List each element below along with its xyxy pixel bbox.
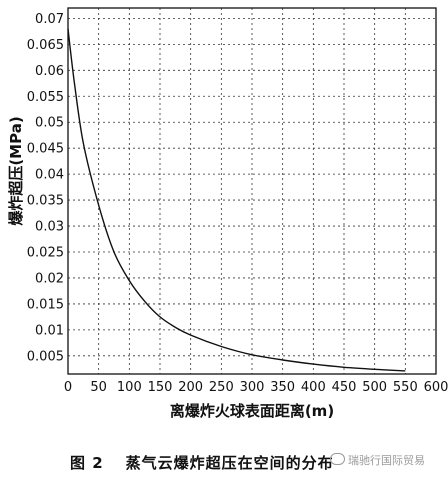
y-tick-label: 0.045	[27, 142, 64, 157]
x-tick-label: 0	[64, 380, 72, 395]
watermark-text: 瑞驰行国际贸易	[348, 454, 425, 467]
figure-number: 图 2	[70, 454, 104, 472]
watermark: 瑞驰行国际贸易	[330, 452, 425, 468]
y-tick-label: 0.005	[27, 349, 64, 364]
x-tick-label: 100	[117, 380, 142, 395]
x-tick-labels: 0 50 100 150 200 250 300 350 400 450 500 550 600	[64, 380, 448, 395]
x-axis-label: 离爆炸火球表面距离(m)	[170, 402, 334, 420]
x-tick-label: 50	[90, 380, 107, 395]
plot-frame	[67, 7, 437, 375]
y-tick-labels: 0.005 0.01 0.015 0.02 0.025 0.03 0.035 0.04 0.04…	[27, 12, 64, 364]
y-tick-label: 0.035	[27, 194, 64, 209]
figure-caption: 图 2 蒸气云爆炸超压在空间的分布	[70, 452, 334, 473]
x-tick-label: 300	[240, 380, 265, 395]
y-tick-label: 0.05	[35, 116, 64, 131]
y-tick-label: 0.025	[27, 246, 64, 261]
x-tick-label: 250	[209, 380, 234, 395]
grid	[68, 8, 436, 374]
y-tick-label: 0.065	[27, 38, 64, 53]
x-tick-label: 550	[393, 380, 418, 395]
x-tick-label: 600	[424, 380, 448, 395]
y-tick-label: 0.055	[27, 90, 64, 105]
chat-bubble-icon	[330, 453, 345, 465]
x-tick-label: 350	[270, 380, 295, 395]
figure-caption-text: 蒸气云爆炸超压在空间的分布	[125, 454, 334, 472]
y-tick-label: 0.03	[35, 220, 64, 235]
pressure-curve	[67, 28, 406, 372]
x-tick-label: 200	[178, 380, 203, 395]
x-tick-label: 500	[362, 380, 387, 395]
x-tick-label: 450	[332, 380, 357, 395]
y-tick-label: 0.06	[35, 64, 64, 79]
x-tick-label: 150	[148, 380, 173, 395]
y-axis-label: 爆炸超压(MPa)	[7, 116, 25, 225]
x-tick-label: 400	[301, 380, 326, 395]
y-tick-label: 0.07	[35, 12, 64, 27]
y-tick-label: 0.02	[35, 271, 64, 286]
y-tick-label: 0.015	[27, 297, 64, 312]
y-tick-label: 0.04	[35, 168, 64, 183]
y-tick-label: 0.01	[35, 323, 64, 338]
